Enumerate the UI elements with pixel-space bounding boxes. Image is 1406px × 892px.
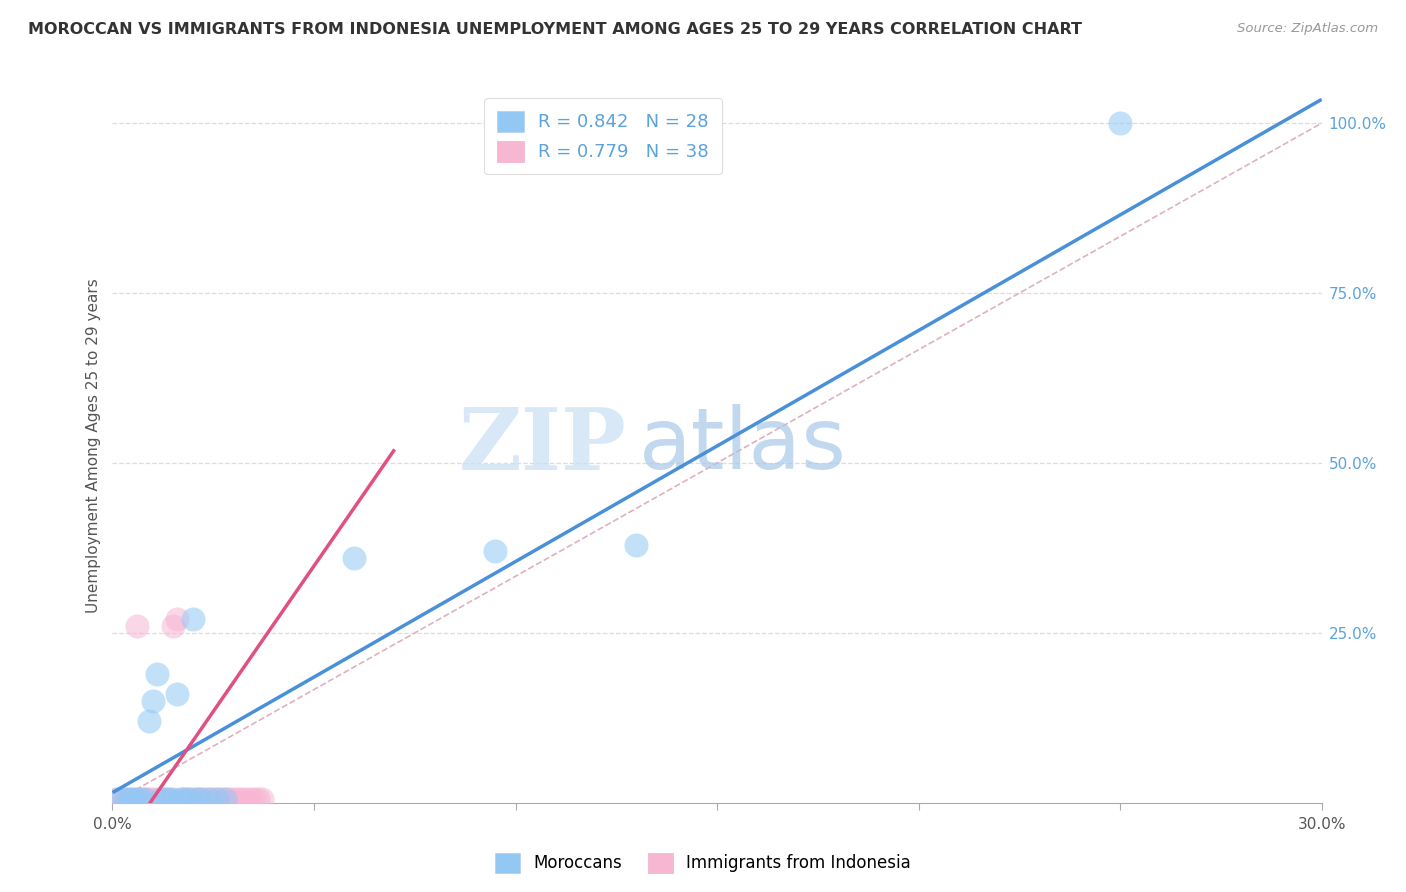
Point — [105, 792, 128, 806]
Point — [110, 792, 132, 806]
Point — [626, 537, 648, 551]
Point — [105, 792, 128, 806]
Point — [134, 792, 156, 806]
Point — [207, 792, 229, 806]
Point — [181, 792, 204, 806]
Point — [162, 792, 184, 806]
Point — [218, 792, 240, 806]
Point — [246, 792, 269, 806]
Point — [162, 619, 184, 633]
Point — [226, 792, 249, 806]
Point — [343, 551, 366, 566]
Point — [114, 792, 136, 806]
Point — [129, 792, 152, 806]
Text: ZIP: ZIP — [458, 404, 626, 488]
Point — [235, 792, 257, 806]
Point — [149, 792, 172, 806]
Text: Source: ZipAtlas.com: Source: ZipAtlas.com — [1237, 22, 1378, 36]
Point — [214, 792, 236, 806]
Point — [166, 612, 188, 626]
Point — [231, 792, 253, 806]
Point — [146, 666, 169, 681]
Point — [153, 792, 176, 806]
Point — [186, 792, 208, 806]
Point — [242, 792, 264, 806]
Y-axis label: Unemployment Among Ages 25 to 29 years: Unemployment Among Ages 25 to 29 years — [86, 278, 101, 614]
Point — [166, 687, 188, 701]
Point — [198, 792, 221, 806]
Point — [153, 792, 176, 806]
Point — [142, 792, 165, 806]
Point — [194, 792, 217, 806]
Point — [157, 792, 180, 806]
Point — [174, 792, 197, 806]
Point — [198, 792, 221, 806]
Point — [149, 792, 172, 806]
Point — [170, 792, 193, 806]
Point — [1109, 116, 1132, 130]
Point — [114, 792, 136, 806]
Point — [146, 792, 169, 806]
Point — [484, 544, 506, 558]
Point — [214, 792, 236, 806]
Point — [138, 792, 160, 806]
Point — [209, 792, 232, 806]
Legend: R = 0.842   N = 28, R = 0.779   N = 38: R = 0.842 N = 28, R = 0.779 N = 38 — [484, 98, 721, 174]
Point — [174, 792, 197, 806]
Point — [138, 714, 160, 729]
Point — [250, 792, 273, 806]
Point — [238, 792, 260, 806]
Point — [222, 792, 245, 806]
Text: atlas: atlas — [638, 404, 846, 488]
Point — [190, 792, 212, 806]
Point — [181, 612, 204, 626]
Point — [117, 792, 139, 806]
Point — [142, 694, 165, 708]
Point — [157, 792, 180, 806]
Point — [134, 792, 156, 806]
Legend: Moroccans, Immigrants from Indonesia: Moroccans, Immigrants from Indonesia — [489, 847, 917, 880]
Point — [129, 792, 152, 806]
Point — [186, 792, 208, 806]
Text: MOROCCAN VS IMMIGRANTS FROM INDONESIA UNEMPLOYMENT AMONG AGES 25 TO 29 YEARS COR: MOROCCAN VS IMMIGRANTS FROM INDONESIA UN… — [28, 22, 1083, 37]
Point — [121, 792, 143, 806]
Point — [190, 792, 212, 806]
Point — [125, 619, 148, 633]
Point — [117, 792, 139, 806]
Point — [202, 792, 225, 806]
Point — [125, 792, 148, 806]
Point — [207, 792, 229, 806]
Point — [177, 792, 200, 806]
Point — [170, 792, 193, 806]
Point — [125, 792, 148, 806]
Point — [121, 792, 143, 806]
Point — [177, 792, 200, 806]
